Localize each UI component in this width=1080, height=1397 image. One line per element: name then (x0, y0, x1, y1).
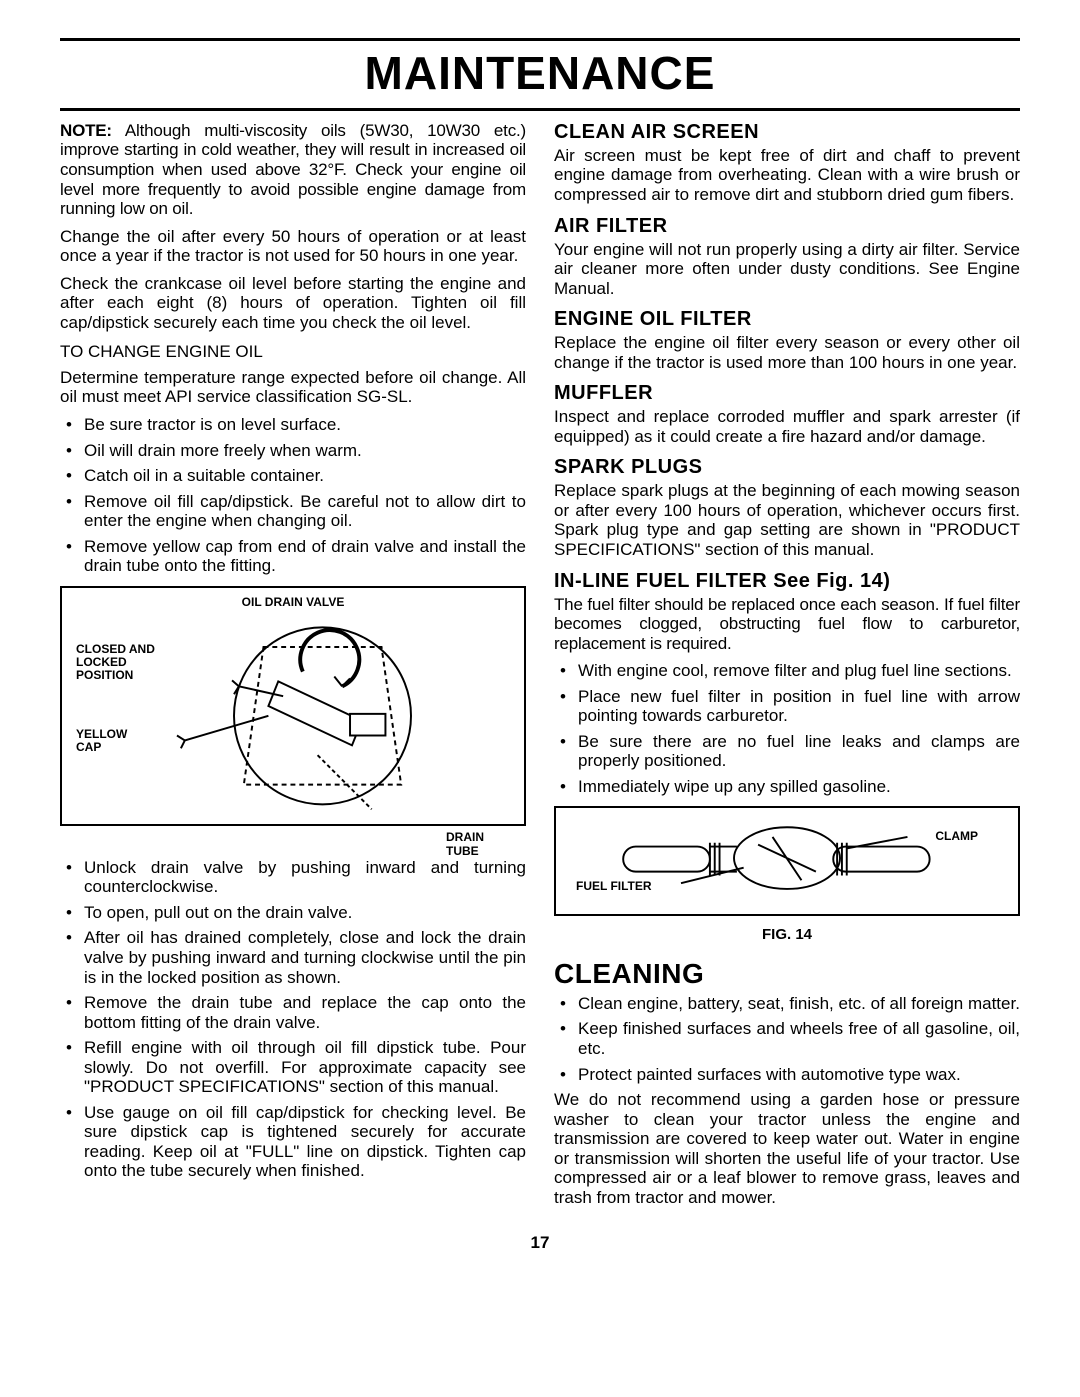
note-text: Although multi-viscosity oils (5W30, 10W… (60, 121, 526, 218)
list-item: Clean engine, battery, seat, finish, etc… (578, 994, 1020, 1014)
spark-p: Replace spark plugs at the beginning of … (554, 481, 1020, 559)
fig1-closed-label: CLOSED AND LOCKED POSITION (76, 643, 155, 683)
fig2-caption: FIG. 14 (554, 926, 1020, 943)
list-item: Remove oil fill cap/dipstick. Be careful… (84, 492, 526, 531)
cleaning-h: CLEANING (554, 958, 1020, 990)
change-oil-list-2: Unlock drain valve by pushing inward and… (60, 858, 526, 1181)
list-item: Oil will drain more freely when warm. (84, 441, 526, 461)
list-item: After oil has drained completely, close … (84, 928, 526, 987)
sub-to-change: TO CHANGE ENGINE OIL (60, 342, 526, 362)
content-columns: NOTE: Although multi-viscosity oils (5W3… (60, 121, 1020, 1215)
list-item: With engine cool, remove filter and plug… (578, 661, 1020, 681)
air-filter-p: Your engine will not run properly using … (554, 240, 1020, 299)
list-item: Keep finished surfaces and wheels free o… (578, 1019, 1020, 1058)
oil-drain-figure: OIL DRAIN VALVE CLOSED AND LOCKED POSITI… (60, 586, 526, 826)
p2: Change the oil after every 50 hours of o… (60, 227, 526, 266)
fig2-filter-label: FUEL FILTER (576, 880, 652, 893)
oil-drain-valve-icon (62, 588, 524, 824)
fuel-filter-icon (556, 808, 1018, 914)
list-item: Remove yellow cap from end of drain valv… (84, 537, 526, 576)
right-column: CLEAN AIR SCREEN Air screen must be kept… (554, 121, 1020, 1215)
fuel-h: IN-LINE FUEL FILTER See Fig. 14) (554, 570, 1020, 593)
list-item: Unlock drain valve by pushing inward and… (84, 858, 526, 897)
page-title: MAINTENANCE (60, 47, 1020, 100)
list-item: Use gauge on oil fill cap/dipstick for c… (84, 1103, 526, 1181)
note-paragraph: NOTE: Although multi-viscosity oils (5W3… (60, 121, 526, 219)
clean-air-p: Air screen must be kept free of dirt and… (554, 146, 1020, 205)
list-item: Be sure tractor is on level surface. (84, 415, 526, 435)
left-column: NOTE: Although multi-viscosity oils (5W3… (60, 121, 526, 1215)
fuel-filter-figure: CLAMP FUEL FILTER (554, 806, 1020, 916)
muffler-h: MUFFLER (554, 382, 1020, 405)
bottom-rule (60, 108, 1020, 111)
list-item: Be sure there are no fuel line leaks and… (578, 732, 1020, 771)
air-filter-h: AIR FILTER (554, 215, 1020, 238)
p3: Check the crankcase oil level before sta… (60, 274, 526, 333)
muffler-p: Inspect and replace corroded muffler and… (554, 407, 1020, 446)
spark-h: SPARK PLUGS (554, 456, 1020, 479)
oil-filter-h: ENGINE OIL FILTER (554, 308, 1020, 331)
fuel-p: The fuel filter should be replaced once … (554, 595, 1020, 654)
top-rule (60, 38, 1020, 41)
change-oil-list-1: Be sure tractor is on level surface. Oil… (60, 415, 526, 576)
fig1-drain-label: DRAIN TUBE (446, 831, 484, 857)
list-item: Immediately wipe up any spilled gasoline… (578, 777, 1020, 797)
list-item: Refill engine with oil through oil fill … (84, 1038, 526, 1097)
note-label: NOTE: (60, 121, 112, 140)
page-number: 17 (60, 1233, 1020, 1253)
fig1-title: OIL DRAIN VALVE (62, 596, 524, 609)
cleaning-list: Clean engine, battery, seat, finish, etc… (554, 994, 1020, 1084)
fig1-yellow-label: YELLOW CAP (76, 728, 127, 754)
list-item: Remove the drain tube and replace the ca… (84, 993, 526, 1032)
list-item: Protect painted surfaces with automotive… (578, 1065, 1020, 1085)
list-item: To open, pull out on the drain valve. (84, 903, 526, 923)
list-item: Place new fuel filter in position in fue… (578, 687, 1020, 726)
cleaning-p: We do not recommend using a garden hose … (554, 1090, 1020, 1207)
p4: Determine temperature range expected bef… (60, 368, 526, 407)
list-item: Catch oil in a suitable container. (84, 466, 526, 486)
clean-air-h: CLEAN AIR SCREEN (554, 121, 1020, 144)
fig2-clamp-label: CLAMP (935, 830, 978, 843)
oil-filter-p: Replace the engine oil filter every seas… (554, 333, 1020, 372)
fuel-list: With engine cool, remove filter and plug… (554, 661, 1020, 796)
